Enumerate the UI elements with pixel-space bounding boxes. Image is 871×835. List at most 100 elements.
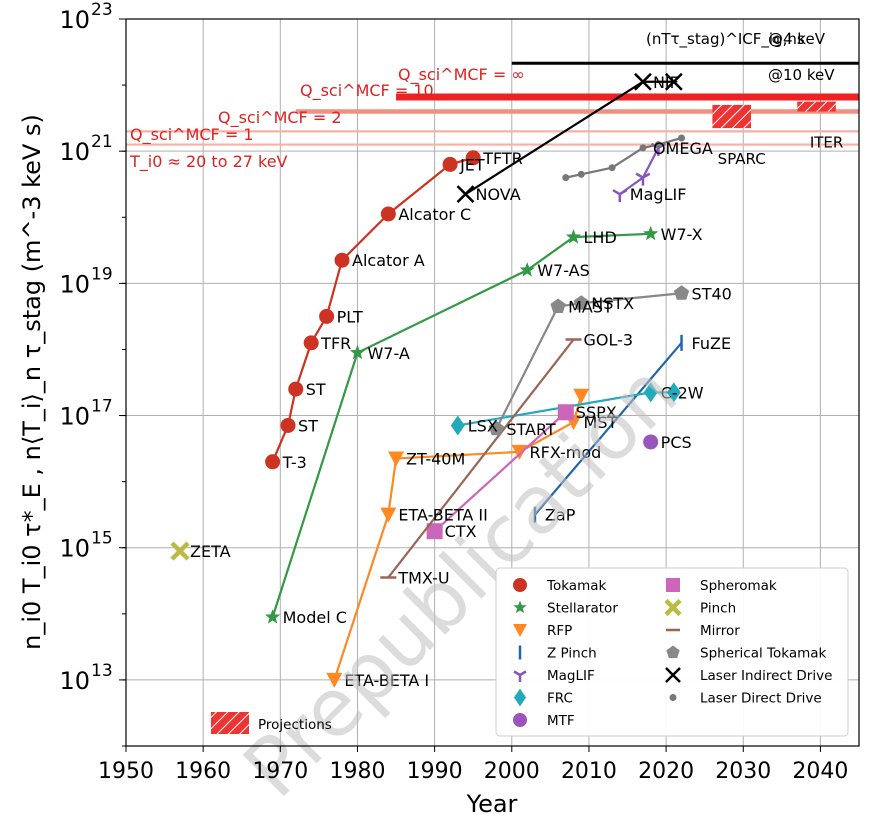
label-q-inf: Q_sci^MCF = ∞ <box>398 65 525 85</box>
marker-dot <box>654 141 662 149</box>
marker-pinch <box>664 598 682 617</box>
marker-x <box>456 185 475 204</box>
marker-dot <box>669 694 677 701</box>
marker-circle <box>334 252 350 268</box>
legend-entry-label: Spherical Tokamak <box>700 646 827 662</box>
marker-triangle <box>326 672 343 688</box>
point-label: ZaP <box>545 506 576 525</box>
marker-pentagon <box>666 645 680 659</box>
y-tick-label: 10 <box>59 270 90 298</box>
marker-diamond <box>450 415 465 436</box>
marker-star <box>264 609 281 624</box>
projections: SPARC ITER <box>712 101 844 168</box>
plot-frame <box>125 18 860 747</box>
series-line <box>495 292 682 430</box>
x-tick-label: 2020 <box>638 759 694 784</box>
projection-label: ITER <box>810 134 844 152</box>
marker-diamond <box>514 688 526 707</box>
series-line <box>433 411 567 533</box>
marker-x <box>665 667 681 683</box>
x-tick-label: 1970 <box>252 759 308 784</box>
point-label: C-2W <box>661 383 704 402</box>
x-tick-label: 2040 <box>792 759 848 784</box>
reference-line-label: @10 keV <box>768 66 835 84</box>
point-label: TFTR <box>482 149 523 168</box>
marker-star <box>349 344 366 360</box>
legend-entry-label: MTF <box>547 713 575 729</box>
marker-triangle <box>388 451 405 467</box>
point-label: W7-A <box>367 344 409 363</box>
y-axis-label: n_i0 T_i0 τ*_E , n⟨T_i⟩_n τ_stag (m^-3 k… <box>18 114 46 650</box>
point-label: W7-AS <box>537 261 590 280</box>
y-tick-exponent: 21 <box>91 132 113 152</box>
label-q1: Q_sci^MCF = 1 <box>130 125 254 145</box>
point-label: ETA-BETA II <box>398 506 488 525</box>
point-label: FuZE <box>692 334 732 353</box>
marker-triangle <box>513 624 527 637</box>
y-tick-exponent: 23 <box>91 0 113 20</box>
marker-square <box>666 578 680 592</box>
marker-diamond <box>643 382 658 403</box>
legend-entry-label: RFP <box>547 623 572 639</box>
point-label: NOVA <box>475 185 520 204</box>
grid-lines <box>125 18 859 746</box>
reference-labels: Q_sci^MCF = ∞Q_sci^MCF = 10 Q_sci^MCF = 2… <box>129 30 835 172</box>
x-tick-label: 1950 <box>98 759 154 784</box>
point-label: ZT-40M <box>406 450 465 469</box>
axes: 1950 1960 1970 1980 1990 2000 2010 2020 2030 2040… <box>18 0 848 784</box>
marker-pentagon <box>673 285 690 300</box>
marker-x <box>634 72 652 91</box>
marker-circle <box>265 454 281 470</box>
point-label: ZETA <box>190 542 231 561</box>
projection-box <box>712 104 751 129</box>
y-tick-exponent: 13 <box>91 661 113 681</box>
point-label: SSPX <box>576 403 617 422</box>
legend-entry-label: Tokamak <box>546 578 606 594</box>
legend-entry-label: Laser Indirect Drive <box>700 668 832 684</box>
legend-projections-label: Projections <box>258 717 332 733</box>
marker-tri <box>635 172 651 186</box>
point-label: TFR <box>320 334 351 353</box>
legend-entry-label: FRC <box>547 691 573 707</box>
marker-star <box>519 262 535 277</box>
point-label: PLT <box>337 307 363 326</box>
label-q2: Q_sci^MCF = 2 <box>218 108 342 128</box>
x-tick-label: 1990 <box>407 759 463 784</box>
reference-line-label: @4 keV <box>768 30 826 48</box>
y-tick-label: 10 <box>59 403 90 431</box>
x-tick-label: 1960 <box>175 759 231 784</box>
point-label: JET <box>459 155 485 174</box>
y-tick-label: 10 <box>59 138 90 166</box>
marker-dot <box>562 174 570 182</box>
point-label: MAST <box>568 297 613 316</box>
point-label: NIF <box>653 73 679 92</box>
marker-dot <box>678 134 686 142</box>
marker-circle <box>442 156 458 172</box>
point-label: GOL-3 <box>584 331 634 350</box>
marker-circle <box>288 381 304 397</box>
point-label: LSX <box>468 416 498 435</box>
marker-pentagon <box>488 420 504 436</box>
y-tick-exponent: 19 <box>91 264 113 284</box>
point-label: NSTX <box>591 294 634 313</box>
marker-square <box>557 404 574 421</box>
marker-circle <box>380 206 396 222</box>
point-label: RFX-mod <box>530 443 602 462</box>
marker-circle <box>465 150 481 166</box>
point-label: ETA-BETA I <box>344 671 429 690</box>
marker-circle <box>513 713 527 727</box>
series-line <box>534 342 683 516</box>
legend-entry-label: Spheromak <box>700 578 777 594</box>
point-label: MagLIF <box>630 185 687 204</box>
marker-circle <box>280 417 296 433</box>
legend-entry-label: MagLIF <box>547 668 595 684</box>
legend-entry-label: Z Pinch <box>547 646 597 662</box>
series-laser-indirect-drive <box>456 72 683 204</box>
series-z-pinch <box>533 334 683 523</box>
marker-circle <box>319 308 335 324</box>
marker-circle <box>513 578 527 592</box>
reference-lines <box>126 61 859 146</box>
marker-triangle <box>511 444 528 460</box>
